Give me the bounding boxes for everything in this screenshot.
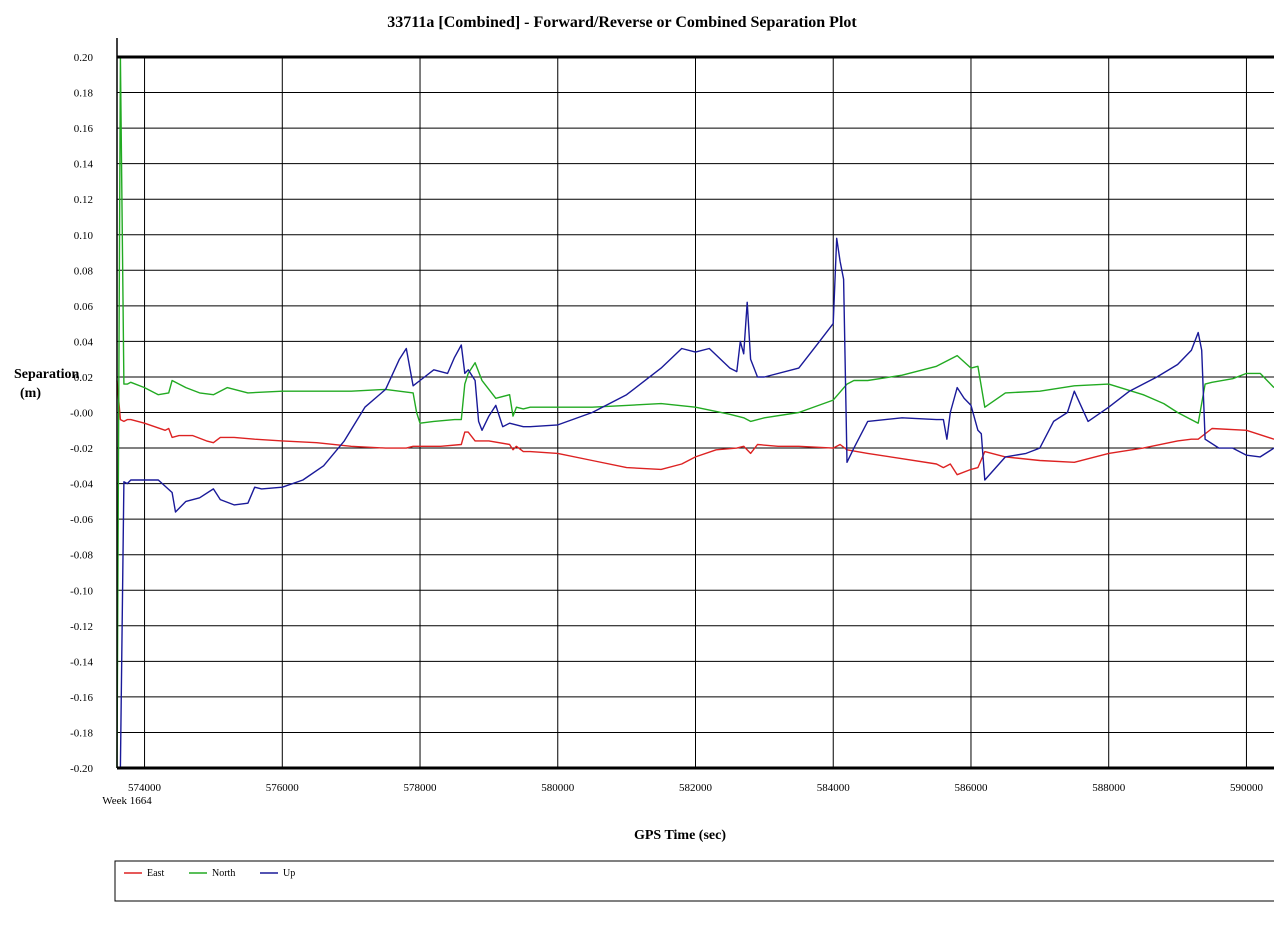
y-tick-label: 0.02 — [74, 372, 93, 384]
y-axis-label-line1: Separation — [14, 367, 80, 382]
y-tick-label: 0.14 — [74, 159, 94, 171]
y-tick-label: -0.18 — [70, 727, 93, 739]
series-line-east — [116, 380, 1274, 476]
x-axis-label: GPS Time (sec) — [634, 828, 726, 843]
x-tick-label: 586000 — [954, 782, 988, 794]
y-tick-label: 0.16 — [74, 123, 94, 135]
legend-item-up: Up — [260, 868, 295, 879]
x-tick-label: 582000 — [679, 782, 713, 794]
y-axis-label-line2: (m) — [20, 386, 41, 401]
x-tick-label: 584000 — [817, 782, 851, 794]
week-label: Week 1664 — [102, 795, 152, 807]
x-tick-label: 578000 — [404, 782, 438, 794]
x-tick-labels: 574000 576000 578000 580000 582000 584000 5860… — [128, 782, 1263, 794]
legend-item-east: East — [124, 868, 164, 879]
plot-frame — [116, 38, 1274, 770]
y-tick-label: 0.08 — [74, 265, 94, 277]
y-tick-label: 0.06 — [74, 301, 94, 313]
x-tick-label: 574000 — [128, 782, 162, 794]
legend-label: East — [147, 868, 164, 879]
series-lines — [116, 56, 1274, 769]
x-tick-label: 590000 — [1230, 782, 1264, 794]
y-tick-label: 0.18 — [74, 88, 94, 100]
y-tick-label: -0.02 — [70, 443, 93, 455]
x-tick-label: 576000 — [266, 782, 300, 794]
y-tick-label: -0.08 — [70, 550, 93, 562]
y-tick-label: 0.20 — [74, 52, 94, 64]
y-tick-label: -0.12 — [70, 621, 93, 633]
series-line-north — [116, 56, 1274, 769]
legend-items: East North Up — [124, 868, 295, 879]
legend: East North Up — [114, 860, 1274, 902]
y-tick-label: -0.16 — [70, 692, 93, 704]
legend-label: North — [212, 868, 235, 879]
chart-title: 33711a [Combined] - Forward/Reverse or C… — [387, 14, 857, 31]
legend-label: Up — [283, 868, 295, 879]
y-tick-labels: 0.20 0.18 0.16 0.14 0.12 0.10 0.08 0.06 0.04 0.02… — [70, 52, 93, 775]
y-tick-label: 0.12 — [74, 194, 93, 206]
y-tick-label: -0.00 — [70, 408, 93, 420]
legend-item-north: North — [189, 868, 235, 879]
y-tick-label: 0.04 — [74, 336, 94, 348]
legend-box — [114, 860, 1274, 902]
x-tick-label: 588000 — [1092, 782, 1126, 794]
y-tick-label: -0.06 — [70, 514, 93, 526]
y-tick-label: -0.14 — [70, 656, 93, 668]
y-tick-label: -0.04 — [70, 479, 93, 491]
y-tick-label: -0.20 — [70, 763, 93, 775]
y-tick-label: -0.10 — [70, 585, 93, 597]
grid-lines — [117, 56, 1274, 769]
x-tick-label: 580000 — [541, 782, 575, 794]
series-line-up — [117, 237, 1274, 769]
y-tick-label: 0.10 — [74, 230, 94, 242]
